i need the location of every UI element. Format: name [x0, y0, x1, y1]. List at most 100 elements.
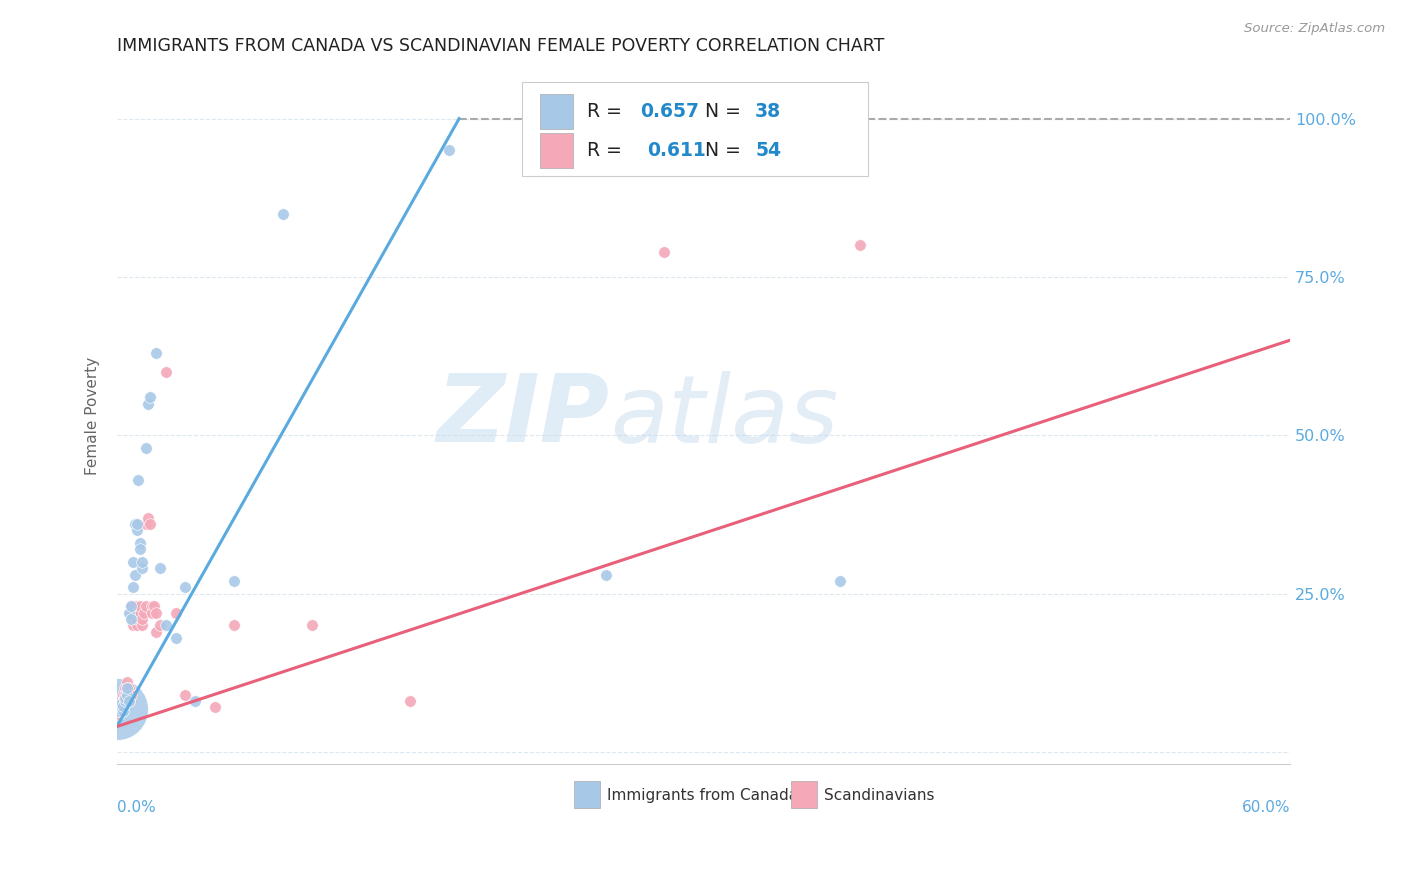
Point	[131, 561, 153, 575]
Point	[105, 702, 128, 716]
Point	[654, 244, 676, 259]
Point	[118, 694, 141, 708]
Point	[136, 396, 159, 410]
Point	[114, 694, 136, 708]
Text: R =: R =	[588, 103, 628, 121]
Point	[111, 688, 134, 702]
Point	[120, 606, 142, 620]
Point	[125, 612, 148, 626]
Text: N =: N =	[704, 103, 747, 121]
Point	[224, 574, 246, 588]
Point	[155, 618, 177, 632]
Text: Source: ZipAtlas.com: Source: ZipAtlas.com	[1244, 22, 1385, 36]
Point	[120, 599, 142, 614]
Point	[849, 238, 872, 252]
Point	[108, 706, 131, 721]
Point	[301, 618, 323, 632]
Point	[115, 688, 138, 702]
Point	[121, 618, 143, 632]
Point	[145, 606, 167, 620]
Point	[110, 700, 132, 714]
Point	[120, 688, 142, 702]
Point	[145, 624, 167, 639]
Point	[124, 606, 146, 620]
Point	[127, 473, 149, 487]
Point	[129, 599, 152, 614]
Point	[135, 599, 157, 614]
Point	[136, 510, 159, 524]
Point	[204, 700, 226, 714]
Point	[134, 606, 156, 620]
Text: Scandinavians: Scandinavians	[824, 788, 935, 803]
Point	[155, 365, 177, 379]
Point	[149, 618, 172, 632]
Point	[120, 612, 142, 626]
Text: 38: 38	[755, 103, 782, 121]
Point	[149, 561, 172, 575]
Point	[595, 567, 617, 582]
Point	[139, 516, 162, 531]
Point	[131, 618, 153, 632]
Point	[129, 536, 152, 550]
Point	[131, 612, 153, 626]
Point	[174, 580, 197, 594]
Text: 54: 54	[755, 141, 782, 160]
Point	[125, 523, 148, 537]
Point	[143, 599, 166, 614]
Text: atlas: atlas	[610, 371, 838, 462]
Y-axis label: Female Poverty: Female Poverty	[86, 357, 100, 475]
Point	[118, 694, 141, 708]
Point	[114, 694, 136, 708]
Point	[165, 631, 187, 645]
FancyBboxPatch shape	[540, 133, 574, 168]
Point	[114, 688, 136, 702]
Point	[108, 704, 131, 718]
Point	[174, 688, 197, 702]
Point	[124, 599, 146, 614]
Point	[110, 698, 132, 712]
Point	[111, 704, 134, 718]
Point	[124, 516, 146, 531]
Point	[118, 681, 141, 696]
Point	[111, 700, 134, 714]
Point	[121, 555, 143, 569]
FancyBboxPatch shape	[522, 82, 868, 176]
Point	[115, 675, 138, 690]
Point	[118, 606, 141, 620]
Point	[129, 606, 152, 620]
Point	[114, 681, 136, 696]
Text: 0.0%: 0.0%	[117, 800, 156, 815]
Point	[124, 612, 146, 626]
Point	[127, 606, 149, 620]
Text: 0.657: 0.657	[640, 103, 699, 121]
Point	[110, 694, 132, 708]
Point	[165, 606, 187, 620]
Point	[115, 681, 138, 696]
Point	[120, 599, 142, 614]
Point	[108, 704, 131, 718]
Point	[184, 694, 207, 708]
FancyBboxPatch shape	[540, 95, 574, 129]
Point	[830, 574, 852, 588]
Point	[115, 681, 138, 696]
Text: N =: N =	[704, 141, 747, 160]
Point	[125, 606, 148, 620]
Text: 0.611: 0.611	[647, 141, 706, 160]
Point	[141, 599, 163, 614]
Point	[135, 441, 157, 455]
Point	[399, 694, 422, 708]
Point	[129, 542, 152, 557]
Point	[110, 698, 132, 712]
Text: IMMIGRANTS FROM CANADA VS SCANDINAVIAN FEMALE POVERTY CORRELATION CHART: IMMIGRANTS FROM CANADA VS SCANDINAVIAN F…	[117, 37, 884, 55]
Text: 60.0%: 60.0%	[1241, 800, 1289, 815]
Point	[224, 618, 246, 632]
Point	[124, 567, 146, 582]
Point	[121, 580, 143, 594]
Point	[131, 555, 153, 569]
FancyBboxPatch shape	[792, 781, 817, 807]
Point	[439, 143, 461, 157]
Point	[111, 694, 134, 708]
Point	[141, 606, 163, 620]
Point	[114, 691, 136, 706]
Point	[121, 612, 143, 626]
